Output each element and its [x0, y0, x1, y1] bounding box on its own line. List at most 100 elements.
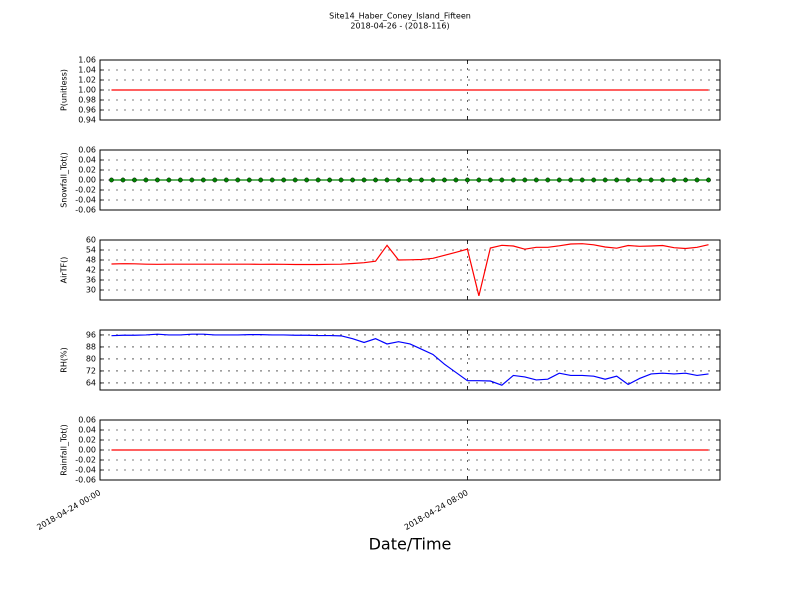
data-line — [111, 243, 709, 296]
data-point — [694, 177, 700, 183]
y-axis-label: Rainfall_Tot() — [60, 424, 69, 476]
y-axis-label: RH(%) — [60, 347, 69, 372]
data-point — [453, 177, 459, 183]
data-point — [177, 177, 183, 183]
y-tick-label: 48 — [86, 256, 96, 265]
plot-area — [100, 240, 720, 300]
data-point — [109, 177, 114, 183]
plot-frame — [99, 149, 721, 211]
data-point — [269, 177, 275, 183]
data-point — [223, 177, 229, 183]
data-point — [315, 177, 321, 183]
y-tick-label: -0.04 — [75, 466, 96, 475]
data-point — [671, 177, 677, 183]
y-tick-label: -0.04 — [75, 196, 96, 205]
data-point — [430, 177, 436, 183]
data-point — [200, 177, 206, 183]
data-point — [510, 177, 516, 183]
data-point — [258, 177, 264, 183]
data-point — [614, 177, 620, 183]
data-point — [235, 177, 241, 183]
y-tick-label: 0.96 — [78, 106, 96, 115]
data-point — [407, 177, 413, 183]
data-point — [281, 177, 287, 183]
data-point — [212, 177, 218, 183]
y-axis-label: AirTF() — [60, 257, 69, 284]
data-point — [487, 177, 493, 183]
data-point — [292, 177, 298, 183]
data-point — [706, 177, 711, 183]
plot-frame — [99, 239, 721, 301]
y-tick-label: 1.06 — [78, 56, 96, 65]
data-point — [591, 177, 597, 183]
data-point — [499, 177, 505, 183]
data-point — [166, 177, 172, 183]
data-point — [304, 177, 310, 183]
y-tick-label: 0.00 — [78, 176, 96, 185]
y-tick-label: 0.04 — [78, 426, 96, 435]
data-point — [648, 177, 654, 183]
y-tick-label: 0.94 — [78, 116, 96, 125]
y-tick-label: -0.02 — [75, 456, 96, 465]
y-tick-label: 42 — [86, 266, 96, 275]
y-tick-label: 0.06 — [78, 416, 96, 425]
figure-subtitle: 2018-04-26 - (2018-116) — [350, 22, 449, 31]
data-point — [361, 177, 367, 183]
y-tick-label: -0.02 — [75, 186, 96, 195]
y-axis-label: P(unitless) — [60, 69, 69, 111]
data-point — [384, 177, 390, 183]
y-tick-label: -0.06 — [75, 206, 96, 215]
y-tick-label: 0.04 — [78, 156, 96, 165]
data-point — [155, 177, 160, 183]
y-tick-label: 60 — [86, 236, 96, 245]
data-point — [522, 177, 528, 183]
data-point — [396, 177, 401, 183]
y-tick-label: 1.00 — [78, 86, 96, 95]
y-tick-label: -0.06 — [75, 476, 96, 485]
data-point — [637, 177, 643, 183]
y-tick-label: 0.06 — [78, 146, 96, 155]
data-point — [132, 177, 137, 183]
y-tick-label: 0.02 — [78, 436, 96, 445]
data-point — [442, 177, 447, 183]
x-axis-label: Date/Time — [369, 535, 452, 554]
y-tick-label: 30 — [86, 286, 96, 295]
data-point — [465, 177, 470, 183]
data-point — [246, 177, 252, 183]
y-tick-label: 1.02 — [78, 76, 96, 85]
plot-frame — [99, 329, 721, 391]
y-axis-label: Snowfall_Tot() — [60, 152, 69, 208]
plot-frame — [99, 419, 721, 481]
data-point — [568, 177, 574, 183]
data-point — [579, 177, 585, 183]
data-point — [189, 177, 195, 183]
y-tick-label: 0.00 — [78, 446, 96, 455]
data-line — [111, 333, 709, 386]
x-tick-label: 2018-04-24 08:00 — [403, 488, 470, 532]
y-tick-label: 54 — [86, 246, 96, 255]
y-tick-label: 36 — [86, 276, 96, 285]
figure-title: Site14_Haber_Coney_Island_Fifteen — [329, 12, 471, 21]
data-point — [545, 177, 551, 183]
data-point — [419, 177, 424, 183]
data-point — [476, 177, 482, 183]
data-point — [338, 177, 344, 183]
data-point — [350, 177, 355, 183]
data-point — [683, 177, 688, 183]
data-point — [120, 177, 126, 183]
data-point — [373, 177, 378, 183]
data-point — [533, 177, 539, 183]
data-point — [143, 177, 149, 183]
y-tick-label: 72 — [86, 366, 96, 375]
y-tick-label: 80 — [86, 354, 96, 363]
y-tick-label: 1.04 — [78, 66, 96, 75]
data-point — [556, 177, 562, 183]
data-point — [625, 177, 631, 183]
y-tick-label: 0.02 — [78, 166, 96, 175]
plot-frame — [99, 59, 721, 121]
data-point — [602, 177, 608, 183]
y-tick-label: 0.98 — [78, 96, 96, 105]
y-tick-label: 64 — [86, 378, 96, 387]
x-tick-label: 2018-04-24 00:00 — [35, 488, 102, 532]
